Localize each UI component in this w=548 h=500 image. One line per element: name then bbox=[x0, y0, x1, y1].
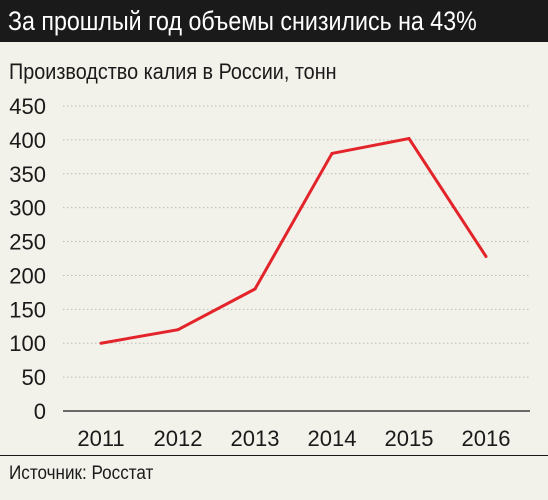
data-point bbox=[253, 287, 257, 291]
series-layer bbox=[99, 136, 488, 345]
chart-headline: За прошлый год объемы снизились на 43% bbox=[8, 6, 477, 36]
x-tick-label: 2015 bbox=[385, 426, 434, 451]
x-tick-label: 2012 bbox=[154, 426, 203, 451]
data-point bbox=[330, 151, 334, 155]
y-tick-label: 350 bbox=[9, 162, 46, 187]
footer-divider bbox=[0, 455, 548, 456]
x-tick-label: 2013 bbox=[231, 426, 280, 451]
y-tick-label: 200 bbox=[9, 263, 46, 288]
data-point bbox=[176, 328, 180, 332]
y-axis-ticks: 0 50 100 150 200 250 300 350 400 450 bbox=[9, 94, 46, 424]
y-tick-label: 0 bbox=[34, 399, 46, 424]
x-tick-label: 2011 bbox=[77, 426, 124, 451]
y-tick-label: 450 bbox=[9, 94, 46, 119]
line-chart: 0 50 100 150 200 250 300 350 400 450 2011 2012 2013… bbox=[9, 94, 530, 451]
y-tick-label: 150 bbox=[9, 297, 46, 322]
data-point bbox=[99, 341, 103, 345]
data-point bbox=[484, 254, 488, 258]
series-line bbox=[100, 136, 488, 345]
x-axis-ticks: 2011 2012 2013 2014 2015 2016 bbox=[77, 426, 510, 451]
y-tick-label: 300 bbox=[9, 196, 46, 221]
data-point bbox=[407, 137, 411, 141]
y-tick-label: 400 bbox=[9, 128, 46, 153]
x-tick-label: 2016 bbox=[462, 426, 511, 451]
y-tick-label: 100 bbox=[9, 331, 46, 356]
y-tick-label: 250 bbox=[9, 230, 46, 255]
gridlines bbox=[63, 105, 530, 412]
title-bar: За прошлый год объемы снизились на 43% bbox=[0, 0, 548, 42]
x-tick-label: 2014 bbox=[308, 426, 357, 451]
chart-subtitle: Производство калия в России, тонн bbox=[9, 59, 337, 84]
source-note: Источник: Росстат bbox=[9, 463, 154, 484]
y-tick-label: 50 bbox=[22, 365, 46, 390]
